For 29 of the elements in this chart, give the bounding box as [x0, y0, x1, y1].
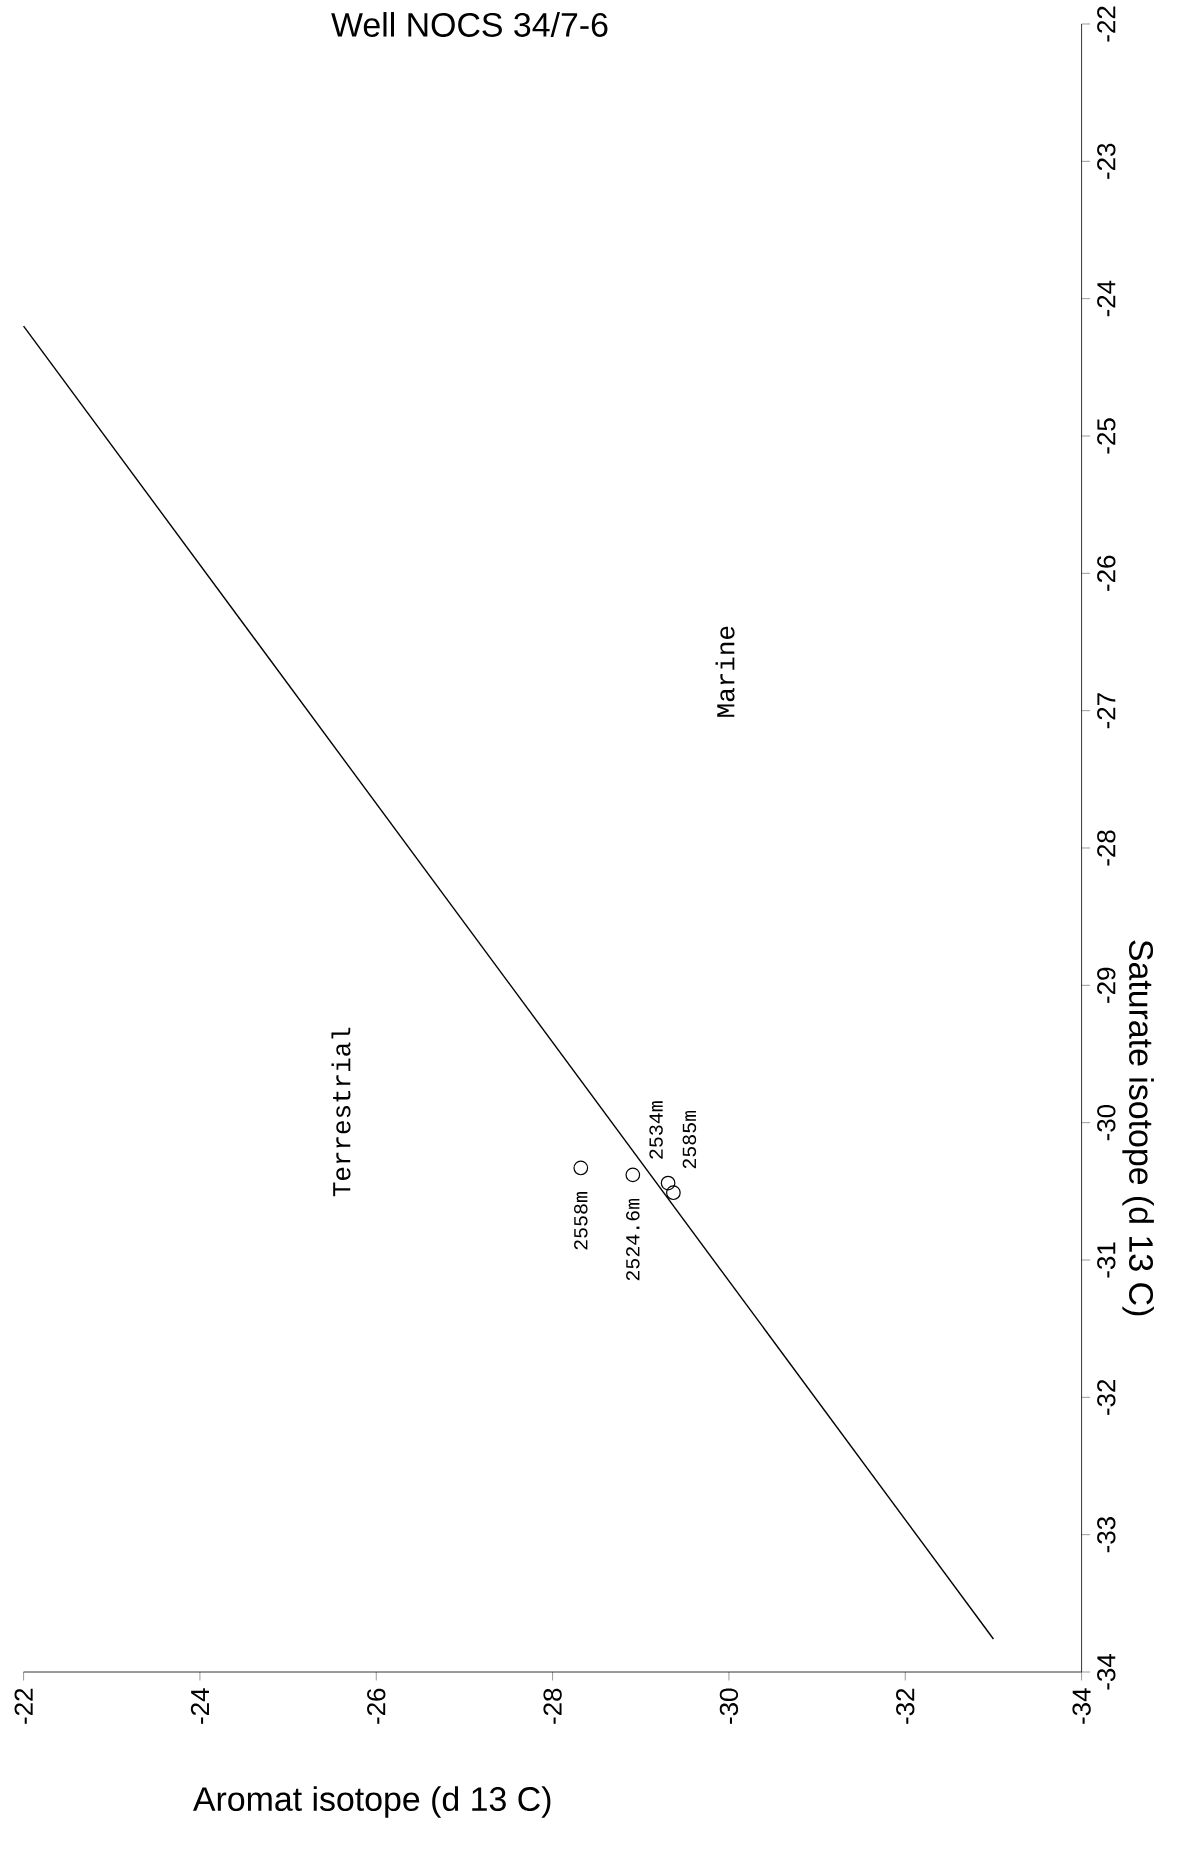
x-tick-label: -24	[190, 1688, 209, 1724]
annotation: 2534m	[649, 1101, 663, 1159]
y-tick-label: -30	[1097, 1104, 1116, 1141]
y-tick-label: -26	[1097, 555, 1116, 591]
y-tick-label: -23	[1097, 143, 1116, 179]
y-tick-label: -24	[1097, 280, 1116, 317]
y-axis-title: Saturate isotope (d 13 C)	[1122, 940, 1154, 1316]
y-tick-label: -29	[1097, 967, 1116, 1003]
y-tick-label: -33	[1097, 1517, 1116, 1553]
y-tick-label: -25	[1097, 418, 1116, 454]
chart-title: Well NOCS 34/7-6	[331, 12, 608, 37]
y-tick-label: -31	[1097, 1242, 1116, 1278]
annotation: 2524.6m	[626, 1198, 640, 1281]
annotation: 2558m	[574, 1192, 588, 1250]
x-tick-label: -22	[14, 1688, 33, 1724]
x-tick-label: -30	[719, 1688, 739, 1724]
y-tick-label: -34	[1097, 1654, 1116, 1690]
annotation: 2585m	[682, 1110, 697, 1169]
y-tick-label: -27	[1097, 693, 1116, 729]
annotation: Terrestrial	[331, 1027, 351, 1197]
annotation: Marine	[715, 626, 735, 717]
x-axis-title: Aromat isotope (d 13 C)	[193, 1786, 551, 1818]
y-tick-label: -32	[1097, 1379, 1116, 1415]
x-tick-label: -26	[367, 1688, 386, 1724]
y-tick-label: -28	[1097, 830, 1116, 866]
x-tick-label: -28	[543, 1688, 562, 1724]
x-tick-label: -34	[1072, 1688, 1091, 1724]
y-tick-label: -22	[1097, 6, 1116, 42]
x-tick-label: -32	[896, 1688, 915, 1724]
